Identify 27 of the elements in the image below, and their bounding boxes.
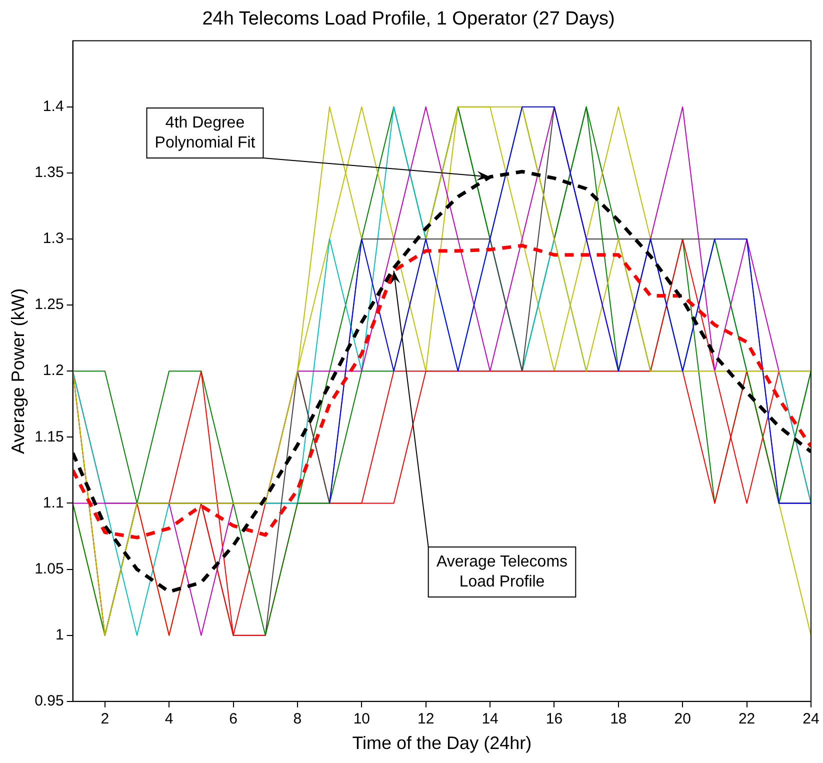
x-tick-label: 6	[229, 710, 238, 728]
y-tick-label: 1.1	[42, 494, 64, 512]
y-tick-label: 1.2	[42, 362, 64, 380]
y-tick-label: 1.15	[34, 428, 64, 446]
x-tick-label: 14	[482, 710, 498, 728]
y-tick-label: 1.3	[42, 230, 64, 248]
x-tick-label: 12	[418, 710, 434, 728]
y-tick-label: 1	[55, 626, 64, 644]
y-tick-label: 1.25	[34, 296, 64, 314]
x-tick-label: 24	[802, 710, 820, 728]
annotation: 4th Degree Polynomial Fit	[154, 114, 256, 152]
x-tick-label: 4	[164, 710, 174, 728]
x-tick-label: 2	[100, 710, 110, 728]
y-tick-label: 1.35	[34, 164, 64, 182]
y-tick-label: 1.4	[42, 98, 64, 115]
y-tick-label: 1.05	[34, 560, 64, 578]
x-tick-label: 22	[738, 710, 756, 728]
chart-title: 24h Telecoms Load Profile, 1 Operator (27 Days)	[202, 8, 615, 30]
x-tick-label: 16	[546, 710, 563, 728]
y-axis-title: Average Power (kW)	[8, 288, 28, 454]
x-tick-label: 18	[610, 710, 627, 728]
x-tick-label: 20	[674, 710, 691, 728]
x-tick-label: 8	[293, 710, 302, 728]
y-tick-label: 0.95	[34, 692, 64, 710]
x-axis-title: Time of the Day (24hr)	[352, 733, 532, 754]
x-tick-label: 10	[353, 710, 370, 728]
annotation: Average Telecoms Load Profile	[436, 553, 568, 590]
